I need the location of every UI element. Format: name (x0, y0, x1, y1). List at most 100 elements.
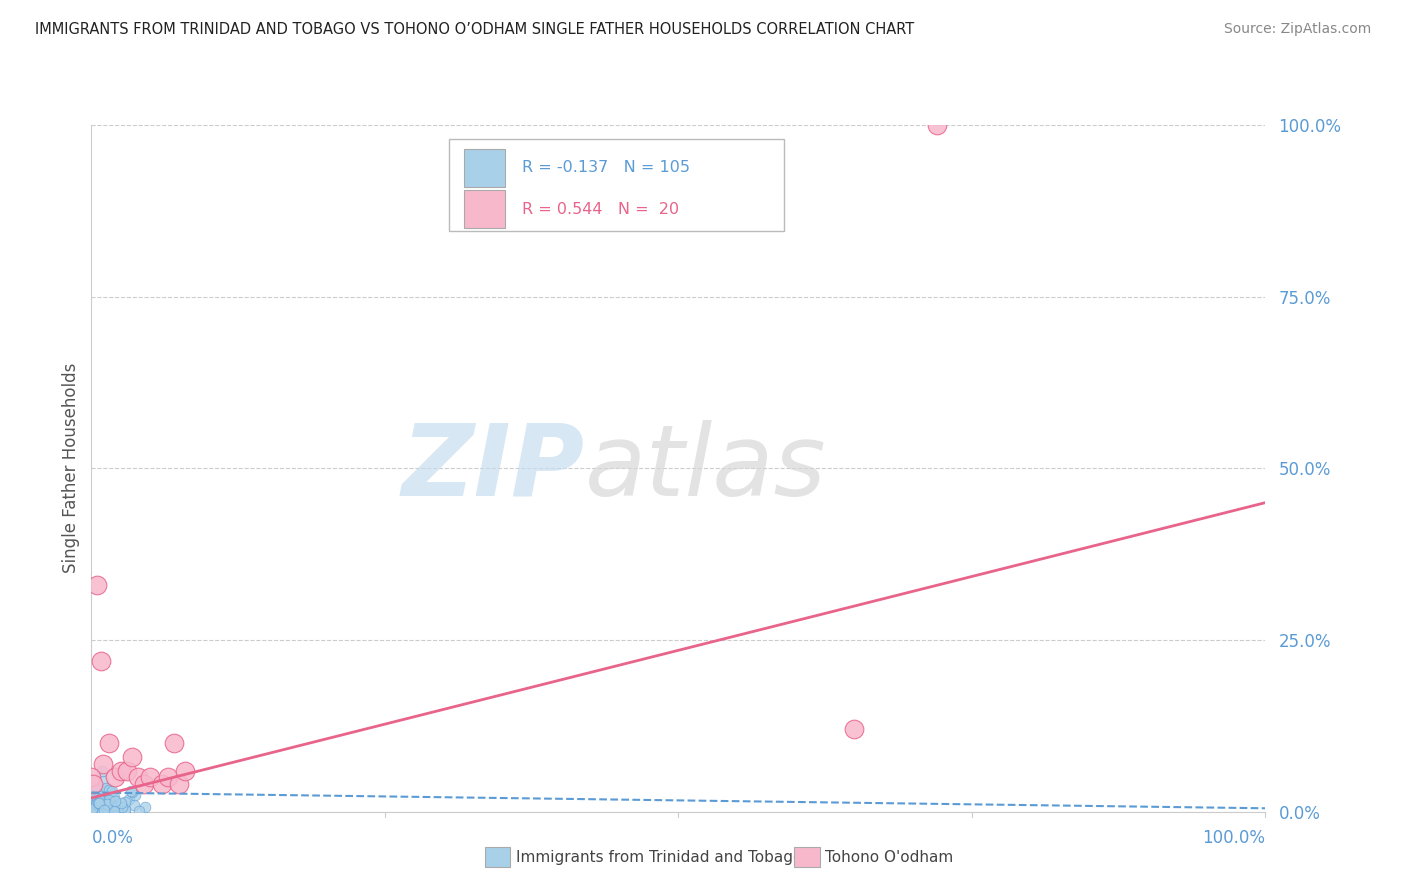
Point (114, 795, 136, 809)
Point (82, 803, 104, 817)
Point (87, 791, 110, 805)
Point (90, 788, 112, 802)
Point (104, 770, 127, 785)
Point (925, 118, 948, 132)
Point (101, 803, 124, 817)
Point (89, 803, 111, 817)
Point (98, 805, 121, 819)
Point (121, 785, 143, 799)
Point (82, 798, 104, 813)
Point (83, 794, 105, 808)
Point (89, 805, 111, 819)
Point (97, 797, 120, 811)
Point (96, 801, 118, 815)
Point (82, 777, 104, 791)
Point (98, 805, 121, 819)
Point (89, 797, 111, 812)
Point (93, 802, 115, 816)
Text: Source: ZipAtlas.com: Source: ZipAtlas.com (1223, 22, 1371, 37)
Point (110, 796, 132, 810)
Y-axis label: Single Father Households: Single Father Households (62, 363, 80, 574)
Point (96, 803, 118, 817)
Point (87, 803, 110, 817)
Point (105, 798, 128, 813)
Point (90, 796, 112, 810)
Point (120, 783, 142, 797)
Point (84, 797, 107, 811)
Point (150, 777, 173, 791)
Point (83, 801, 105, 815)
Point (84, 791, 107, 805)
Point (82, 801, 104, 815)
Point (80, 801, 103, 815)
Point (121, 749, 143, 764)
Point (83, 797, 105, 812)
Point (107, 805, 129, 819)
Point (124, 788, 146, 802)
Point (90, 654, 112, 668)
Point (162, 736, 184, 750)
Point (86, 803, 108, 817)
Point (80, 789, 103, 803)
Point (89, 793, 111, 807)
Point (844, 723, 866, 737)
Point (84, 802, 107, 816)
Point (89, 803, 111, 817)
Point (86, 805, 108, 819)
Point (94, 781, 117, 796)
Point (82, 802, 104, 816)
Point (118, 792, 141, 806)
Point (86, 805, 108, 819)
Point (87, 801, 110, 815)
Text: ZIP: ZIP (402, 420, 585, 516)
Point (96, 802, 118, 816)
Point (91, 774, 114, 789)
Point (82, 790, 104, 805)
Point (101, 784, 124, 798)
Point (87, 801, 110, 815)
Point (82, 801, 104, 815)
Point (134, 777, 156, 791)
Point (93, 805, 115, 819)
Point (91, 799, 114, 814)
Point (105, 804, 128, 818)
Point (89, 796, 111, 810)
Point (90, 789, 112, 804)
Point (100, 785, 122, 799)
Point (86, 578, 108, 592)
Point (84, 791, 107, 805)
Text: 0.0%: 0.0% (91, 829, 134, 847)
Text: atlas: atlas (585, 420, 827, 516)
Text: R = -0.137   N = 105: R = -0.137 N = 105 (522, 161, 690, 176)
Point (104, 794, 127, 808)
Point (97, 783, 120, 797)
Point (87, 804, 110, 818)
Point (87, 798, 110, 813)
Point (114, 802, 136, 816)
Text: R = 0.544   N =  20: R = 0.544 N = 20 (522, 202, 679, 217)
Point (83, 800, 105, 814)
Point (90, 799, 112, 814)
Point (87, 802, 110, 816)
Point (89, 793, 111, 807)
Point (100, 804, 122, 818)
Text: Immigrants from Trinidad and Tobago: Immigrants from Trinidad and Tobago (516, 850, 803, 864)
Point (96, 797, 118, 811)
Point (93, 802, 115, 816)
Point (128, 804, 150, 818)
Point (139, 770, 162, 785)
Point (103, 799, 125, 814)
Point (127, 770, 149, 785)
Point (101, 803, 124, 817)
Point (84, 797, 107, 812)
Point (103, 790, 125, 805)
Point (169, 777, 191, 791)
Point (98, 793, 121, 807)
Point (114, 803, 136, 817)
Point (103, 804, 125, 818)
Point (110, 764, 132, 778)
Point (98, 736, 121, 750)
Point (80, 770, 103, 785)
Point (82, 788, 104, 802)
Point (96, 781, 118, 796)
